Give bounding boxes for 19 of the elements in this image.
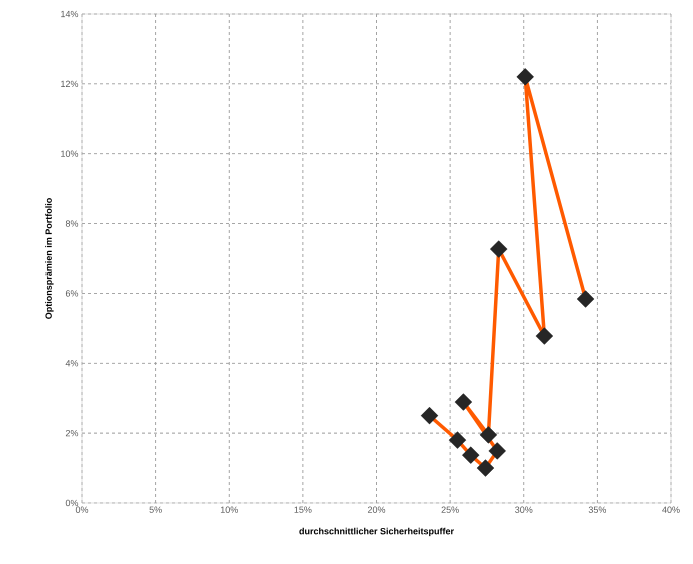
y-tick-label: 14%	[61, 10, 78, 18]
y-tick-label: 0%	[66, 500, 78, 506]
y-tick-label: 6%	[66, 290, 78, 297]
x-tick-label: 15%	[294, 506, 312, 513]
y-tick-label: 12%	[61, 80, 78, 88]
x-tick-label: 10%	[220, 506, 238, 513]
x-tick-label: 0%	[76, 506, 88, 513]
x-tick-label: 25%	[442, 506, 459, 513]
y-tick-label: 10%	[61, 150, 78, 157]
x-axis-title: durchschnittlicher Sicherheitspuffer	[299, 528, 454, 536]
x-tick-label: 30%	[515, 506, 532, 513]
x-tick-label: 40%	[662, 506, 680, 513]
x-tick-label: 20%	[368, 506, 386, 513]
y-tick-label: 8%	[66, 220, 78, 227]
y-axis-title: Optionsprämien im Portfolio	[45, 198, 54, 319]
x-tick-label: 5%	[149, 506, 162, 513]
y-tick-label: 2%	[66, 430, 78, 436]
x-tick-label: 35%	[588, 506, 606, 513]
y-tick-label: 4%	[66, 360, 78, 366]
